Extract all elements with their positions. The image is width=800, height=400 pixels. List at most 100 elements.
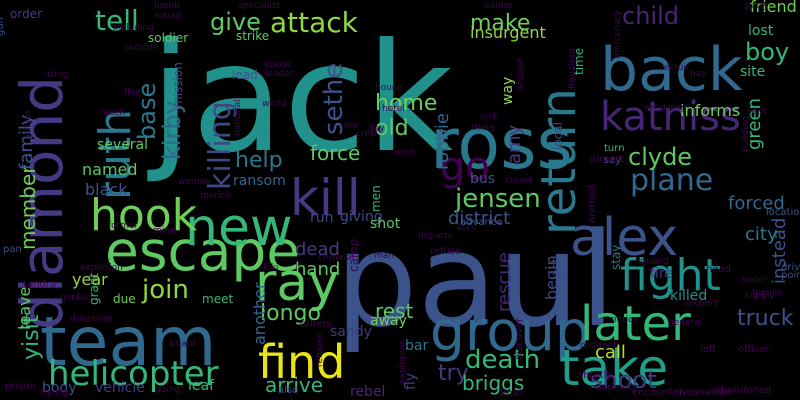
cloud-word: boy	[745, 38, 789, 66]
cloud-word: criminal	[318, 253, 354, 263]
cloud-word: prison	[5, 381, 36, 392]
cloud-word: supply	[745, 291, 775, 301]
cloud-word: outside	[125, 43, 159, 53]
cloud-word: yisit	[19, 314, 44, 360]
cloud-word: crew	[356, 129, 377, 139]
cloud-word: ray	[255, 253, 339, 313]
cloud-word: including	[113, 23, 154, 33]
cloud-word: plane	[630, 163, 713, 198]
cloud-word: airport	[590, 154, 624, 165]
cloud-word: reach	[100, 108, 125, 118]
cloud-word: member	[16, 165, 40, 250]
cloud-word: house	[375, 83, 403, 93]
cloud-word: others	[300, 319, 332, 330]
cloud-word: tell	[95, 4, 139, 37]
cloud-word: abandoned	[715, 385, 771, 396]
cloud-word: left	[700, 344, 716, 355]
cloud-word: man	[374, 251, 394, 261]
cloud-word: advance	[460, 217, 503, 228]
cloud-word: city	[745, 224, 778, 245]
cloud-word: asks	[456, 223, 476, 233]
cloud-word: dead	[295, 239, 340, 260]
cloud-word: arrives	[23, 109, 33, 140]
cloud-word: briggs	[462, 371, 524, 395]
cloud-word: fight	[620, 250, 721, 301]
cloud-word: clyde	[628, 143, 692, 171]
cloud-word: shoot	[590, 366, 657, 394]
cloud-word: water	[742, 275, 768, 285]
cloud-word: katniss	[600, 94, 741, 140]
cloud-word: insurgent	[470, 23, 546, 42]
cloud-word: join	[141, 275, 189, 305]
cloud-word: gorilla	[60, 293, 88, 303]
cloud-word: world	[262, 99, 287, 109]
cloud-word: jack	[147, 12, 453, 186]
cloud-word: new	[185, 198, 292, 258]
cloud-word: encounter	[632, 387, 684, 398]
cloud-word: thing	[471, 123, 494, 133]
cloud-word: helicopter	[48, 354, 219, 394]
cloud-word: group	[430, 299, 590, 363]
cloud-word: make	[470, 11, 530, 36]
cloud-word: body	[42, 380, 77, 396]
cloud-word: head	[706, 264, 731, 275]
cloud-word: camp	[347, 239, 361, 272]
cloud-word: old	[375, 116, 409, 141]
cloud-word: jensen	[454, 184, 541, 214]
cloud-word: drop	[70, 314, 91, 324]
cloud-word: base	[133, 83, 161, 140]
cloud-word: arrive	[265, 373, 323, 397]
cloud-word: mercenary	[613, 10, 623, 59]
cloud-word: using	[44, 70, 68, 80]
cloud-word: expert	[686, 298, 719, 309]
cloud-word: going	[155, 385, 180, 395]
cloud-word: nick	[480, 112, 499, 122]
cloud-word: say	[604, 155, 621, 166]
cloud-word: notice	[611, 315, 639, 325]
cloud-word: death	[465, 345, 540, 375]
cloud-word: refugee	[315, 332, 325, 367]
cloud-word: later	[580, 296, 691, 352]
cloud-word: killed	[670, 288, 707, 304]
cloud-word: take	[560, 339, 668, 397]
cloud-word: day	[368, 124, 385, 134]
cloud-word: around	[516, 58, 526, 90]
cloud-word: informs	[680, 101, 740, 120]
cloud-word: river	[92, 314, 113, 324]
cloud-word: pan	[3, 244, 22, 255]
cloud-word: diamond	[8, 76, 76, 330]
cloud-word: explosive	[398, 341, 408, 384]
cloud-word: truck	[737, 306, 794, 331]
cloud-word: building	[741, 116, 751, 152]
cloud-word: local	[551, 122, 565, 150]
cloud-word: team	[40, 303, 216, 382]
cloud-word: sethe	[319, 63, 349, 135]
cloud-word: android	[587, 185, 598, 223]
cloud-word: see	[343, 121, 359, 131]
cloud-word: fly	[403, 373, 419, 390]
cloud-word: dying	[40, 387, 68, 398]
cloud-word: due	[113, 292, 136, 306]
cloud-word: soldier	[148, 31, 188, 45]
cloud-word: alex	[570, 208, 678, 268]
cloud-word: specialist	[238, 1, 281, 11]
cloud-word: forced	[728, 193, 785, 214]
cloud-word: green	[744, 98, 765, 150]
cloud-word: year	[72, 270, 108, 289]
cloud-word: last	[549, 258, 563, 280]
cloud-word: leaf	[188, 378, 215, 394]
cloud-word: shot	[370, 216, 401, 232]
cloud-word: squad	[154, 11, 181, 21]
cloud-word: bomb	[154, 1, 180, 11]
cloud-word: mine	[153, 226, 176, 236]
cloud-word: ruth	[90, 109, 141, 200]
cloud-word: mission	[171, 62, 185, 108]
cloud-word: officer	[738, 344, 770, 355]
cloud-word: return	[531, 88, 587, 235]
cloud-word: named	[82, 160, 138, 179]
cloud-word: general	[668, 318, 702, 328]
cloud-word: resident	[580, 341, 617, 351]
cloud-word: go	[440, 144, 490, 190]
cloud-word: discover	[514, 317, 525, 360]
cloud-word: run	[310, 210, 334, 226]
